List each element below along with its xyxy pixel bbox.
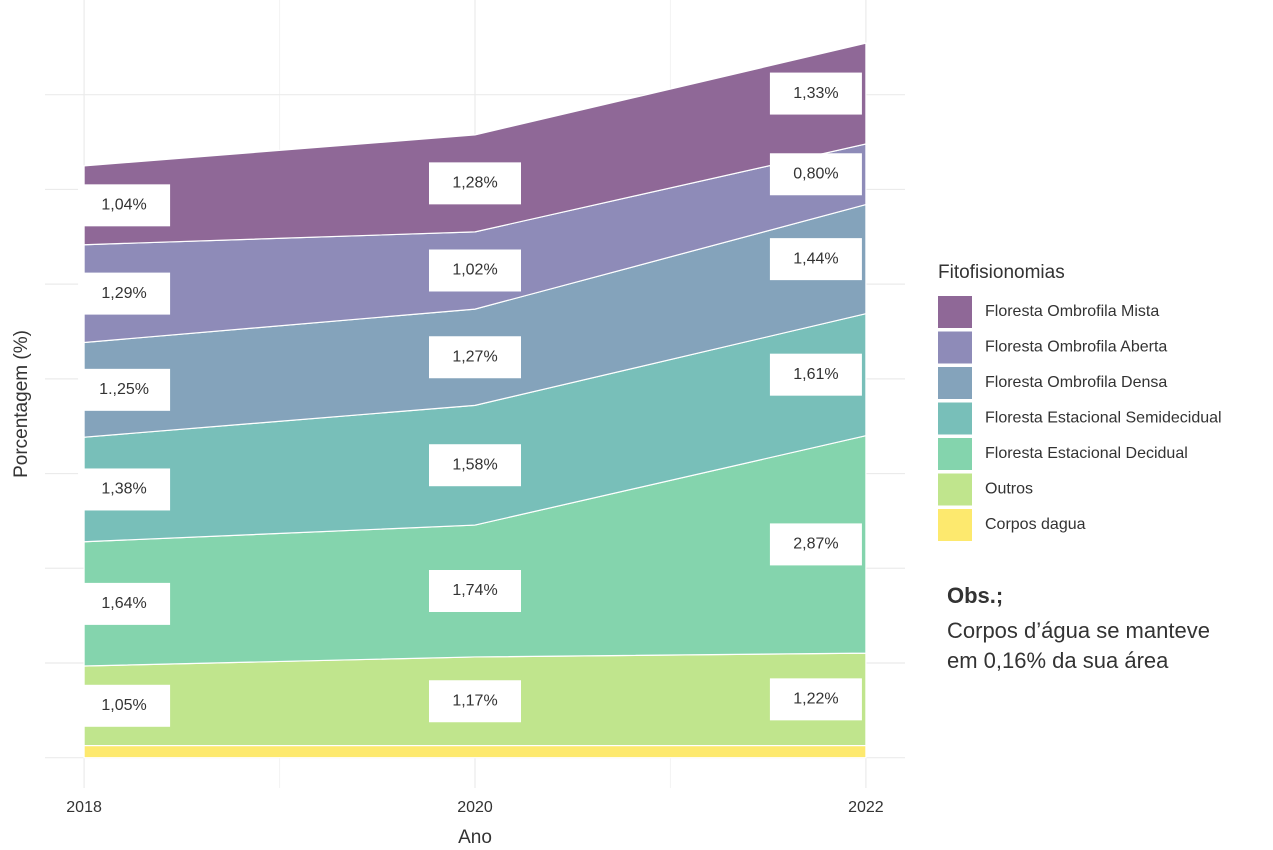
data-label: 1,02% (452, 262, 497, 279)
x-tick-label: 2020 (457, 799, 493, 816)
legend-title: Fitofisionomias (938, 262, 1065, 283)
data-label-box (78, 684, 171, 727)
data-label-box (429, 570, 521, 612)
data-label: 0,80% (793, 165, 838, 182)
x-axis-label: Ano (458, 827, 492, 848)
data-label-box (78, 272, 171, 315)
data-label: 1,04% (101, 197, 146, 214)
data-label-box (769, 678, 862, 721)
data-label-box (769, 238, 862, 281)
data-label-box (78, 468, 171, 511)
data-label-box (429, 336, 521, 379)
legend-swatch (938, 509, 972, 541)
area (83, 42, 867, 246)
legend-swatch (938, 473, 972, 506)
legend-label: Corpos dagua (985, 516, 1086, 533)
legend-swatch (938, 402, 972, 435)
data-label-box (78, 368, 171, 411)
data-label: 1,58% (452, 456, 497, 473)
data-label-box (429, 444, 521, 487)
annotation: em 0,16% da sua área (947, 648, 1169, 673)
data-label: 1,27% (452, 348, 497, 365)
legend-swatch (938, 331, 972, 364)
annotation: Obs.; (947, 583, 1003, 608)
data-label: 1,61% (793, 366, 838, 383)
data-label-box (78, 184, 171, 227)
data-label-box (429, 249, 521, 292)
data-label: 1,28% (452, 175, 497, 192)
legend-swatch (938, 296, 972, 328)
data-label-box (429, 162, 521, 205)
legend-label: Floresta Estacional Semidecidual (985, 410, 1222, 427)
y-axis-label: Porcentagem (%) (11, 330, 32, 478)
data-label-box (429, 680, 521, 723)
legend-label: Floresta Ombrofila Densa (985, 374, 1167, 391)
legend-label: Floresta Ombrofila Mista (985, 303, 1159, 320)
legend-label: Floresta Ombrofila Aberta (985, 339, 1167, 356)
data-label: 1.,25% (99, 381, 149, 398)
data-label: 1,64% (101, 595, 146, 612)
data-label-box (769, 153, 862, 196)
annotation: Corpos d’água se manteve (947, 618, 1210, 643)
x-tick-label: 2022 (848, 799, 884, 816)
legend-label: Floresta Estacional Decidual (985, 445, 1188, 462)
data-label: 1,05% (101, 697, 146, 714)
legend-label: Outros (985, 481, 1033, 498)
data-label: 1,29% (101, 285, 146, 302)
data-label-box (769, 72, 862, 115)
data-label-box (769, 353, 862, 396)
data-label-box (769, 523, 862, 566)
data-label-box (78, 582, 171, 625)
data-label: 1,22% (793, 691, 838, 708)
x-tick-label: 2018 (66, 799, 102, 816)
data-label: 1,74% (452, 582, 497, 599)
data-label: 1,17% (452, 692, 497, 709)
data-label: 1,38% (101, 481, 146, 498)
data-label: 2,87% (793, 536, 838, 553)
data-label: 1,33% (793, 85, 838, 102)
data-label: 1,44% (793, 250, 838, 267)
legend-swatch (938, 367, 972, 399)
legend-swatch (938, 438, 972, 470)
area (83, 744, 867, 759)
